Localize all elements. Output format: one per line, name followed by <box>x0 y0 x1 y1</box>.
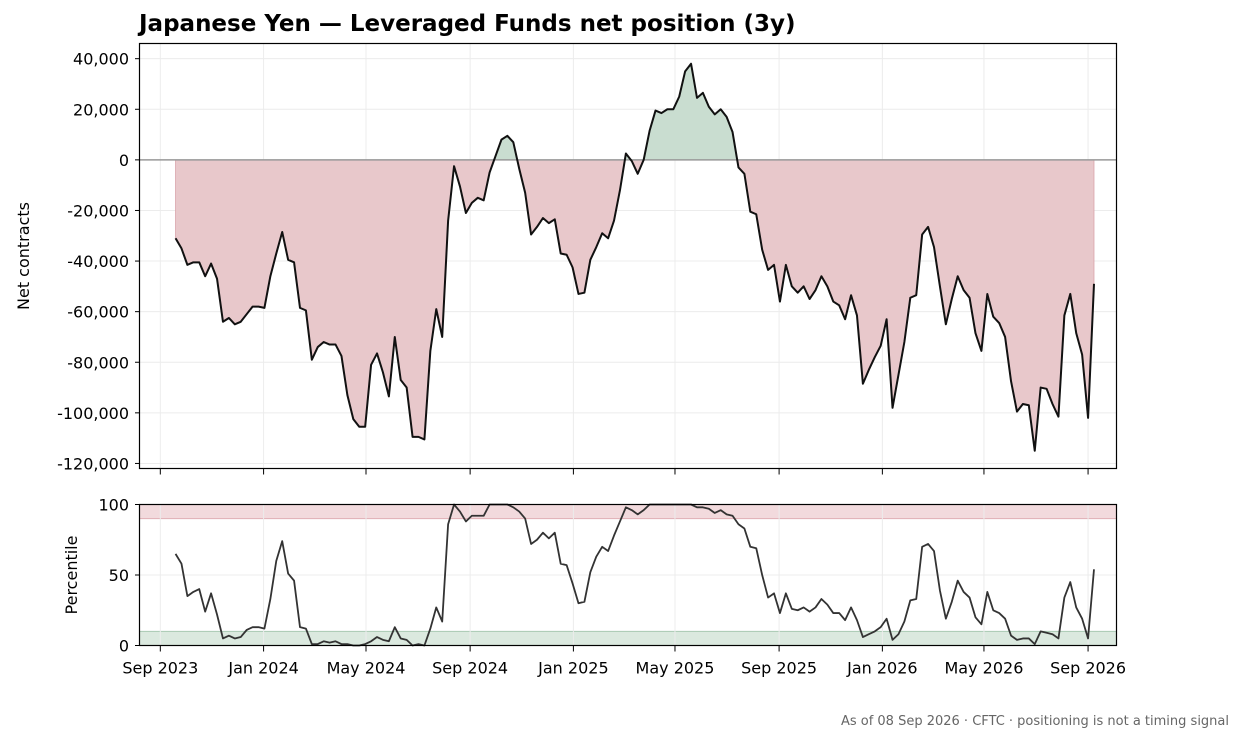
bottom-y-axis: 100 50 0 <box>98 496 140 656</box>
bottom-xtick-label-9: Sep 2026 <box>1050 659 1126 678</box>
top-ytick-label-5: -60,000 <box>67 303 129 322</box>
bottom-x-axis: Sep 2023 Jan 2024 May 2024 Sep 2024 Jan 2025… <box>122 645 1126 678</box>
top-y-axis-label: Net contracts <box>14 202 33 310</box>
bottom-xtick-label-8: May 2026 <box>945 659 1024 678</box>
bottom-ytick-label-1: 50 <box>109 566 129 585</box>
top-ytick-label-0: 40,000 <box>73 50 129 69</box>
top-plot-frame <box>138 42 1118 470</box>
bottom-xtick-label-4: Jan 2025 <box>537 659 608 678</box>
top-ytick-label-8: -120,000 <box>57 454 129 473</box>
top-ytick-label-3: -20,000 <box>67 201 129 220</box>
top-ytick-label-2: 0 <box>119 151 129 170</box>
top-ytick-label-4: -40,000 <box>67 252 129 271</box>
bottom-xtick-label-3: Sep 2024 <box>432 659 508 678</box>
bottom-xtick-label-5: May 2025 <box>636 659 715 678</box>
bottom-xtick-label-1: Jan 2024 <box>227 659 298 678</box>
percentile-series-line <box>174 503 1095 647</box>
negative-area-2 <box>516 159 626 295</box>
footer-note: As of 08 Sep 2026 · CFTC · positioning i… <box>840 714 1229 729</box>
negative-area-6 <box>736 159 1095 451</box>
top-ytick-label-7: -100,000 <box>57 404 129 423</box>
bottom-xtick-label-0: Sep 2023 <box>122 659 198 678</box>
top-x-axis-ticks <box>159 468 1089 475</box>
percentile-bands <box>140 504 1116 646</box>
percentile-band-0 <box>140 504 1116 519</box>
bottom-gridlines <box>140 504 1116 646</box>
bottom-ytick-label-2: 0 <box>119 637 129 656</box>
percentile-band-1 <box>140 631 1116 646</box>
top-ytick-label-1: 20,000 <box>73 100 129 119</box>
chart-title: Japanese Yen — Leveraged Funds net posit… <box>137 11 795 37</box>
top-area-fill <box>175 62 1095 451</box>
bottom-xtick-label-2: May 2024 <box>327 659 406 678</box>
bottom-xtick-label-6: Sep 2025 <box>741 659 817 678</box>
top-y-axis: 40,000 20,000 0 -20,000 -40,000 -60,000 -80,00… <box>57 50 140 473</box>
percentile-line <box>174 503 1095 647</box>
negative-area-0 <box>175 159 495 440</box>
net-position-line <box>174 62 1095 452</box>
bottom-ytick-label-0: 100 <box>98 496 129 515</box>
bottom-y-axis-label: Percentile <box>62 536 81 615</box>
top-series-line <box>174 62 1095 452</box>
bottom-xtick-label-7: Jan 2026 <box>846 659 917 678</box>
top-ytick-label-6: -80,000 <box>67 353 129 372</box>
